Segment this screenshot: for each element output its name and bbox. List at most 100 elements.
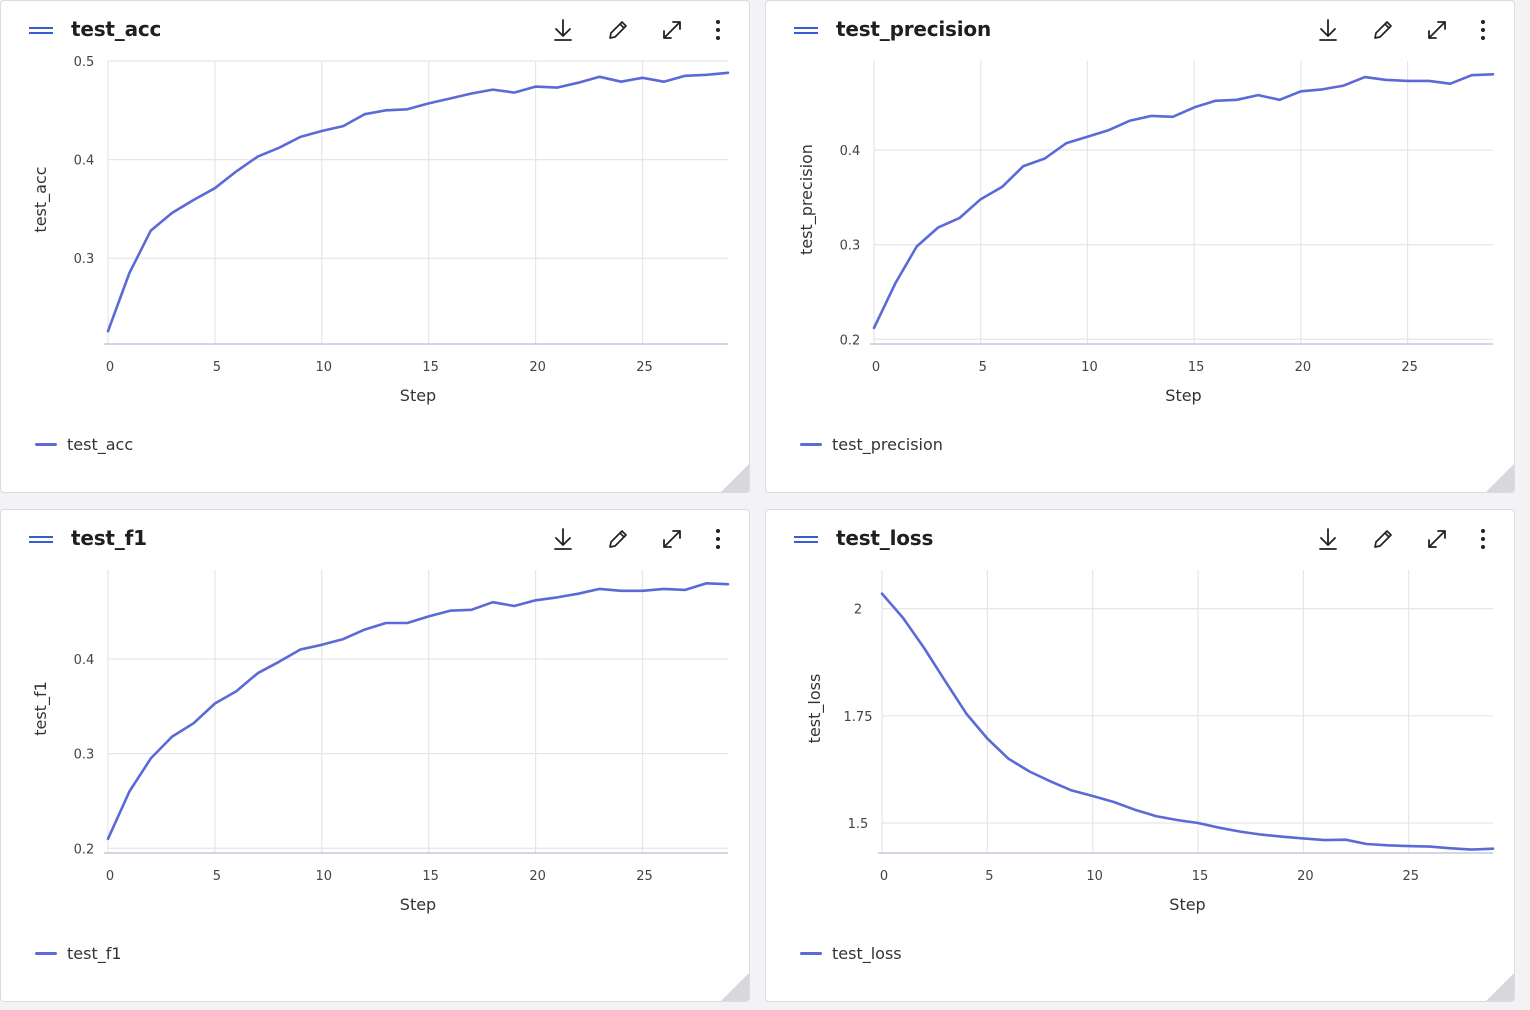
x-tick-label: 10 — [1081, 360, 1098, 375]
legend-item[interactable]: test_loss — [800, 944, 902, 963]
download-icon — [552, 18, 574, 42]
download-button[interactable] — [548, 524, 578, 554]
expand-icon — [1425, 527, 1449, 551]
edit-pencil-icon — [606, 527, 630, 551]
x-tick-label: 25 — [636, 869, 653, 884]
x-tick-label: 5 — [979, 360, 987, 375]
drag-handle-icon[interactable] — [29, 536, 53, 544]
more-vertical-button[interactable] — [703, 524, 733, 554]
download-icon — [552, 527, 574, 551]
y-tick-label: 0.4 — [840, 144, 861, 159]
more-vertical-icon — [714, 527, 722, 551]
chart-card-test-precision: test_precision 0 5 10 15 20 25 0.2 0.3 0.4 Step tes… — [765, 0, 1515, 493]
legend-item[interactable]: test_f1 — [35, 944, 122, 963]
x-tick-label: 0 — [106, 869, 114, 884]
x-tick-label: 15 — [1192, 869, 1209, 884]
y-axis-title: test_acc — [31, 166, 51, 232]
more-vertical-icon — [1479, 18, 1487, 42]
more-vertical-icon — [714, 18, 722, 42]
x-tick-label: 20 — [529, 869, 546, 884]
series-line-test-loss — [880, 592, 1495, 851]
resize-handle-icon[interactable] — [1486, 973, 1514, 1001]
legend-label: test_precision — [832, 435, 943, 454]
card-header: test_f1 — [1, 510, 749, 570]
line-chart: 0 5 10 15 20 25 0.2 0.3 0.4 Step test_f1 — [31, 570, 730, 914]
edit-pencil-icon — [1371, 18, 1395, 42]
x-tick-label: 20 — [529, 360, 546, 375]
legend-swatch — [35, 952, 57, 955]
more-vertical-button[interactable] — [1468, 524, 1498, 554]
more-vertical-button[interactable] — [703, 15, 733, 45]
download-icon — [1317, 527, 1339, 551]
edit-pencil-button[interactable] — [603, 15, 633, 45]
legend-swatch — [800, 952, 822, 955]
series-line-test-f1 — [106, 582, 730, 841]
y-axis-title: test_precision — [797, 144, 817, 255]
drag-handle-icon[interactable] — [29, 27, 53, 35]
line-chart: 0 5 10 15 20 25 1.5 1.75 2 Step test_loss — [805, 570, 1495, 914]
expand-icon — [660, 527, 684, 551]
card-title: test_loss — [836, 526, 934, 550]
line-chart: 0 5 10 15 20 25 0.3 0.4 0.5 Step test_acc — [31, 55, 730, 405]
edit-pencil-button[interactable] — [603, 524, 633, 554]
legend-label: test_loss — [832, 944, 902, 963]
more-vertical-button[interactable] — [1468, 15, 1498, 45]
drag-handle-icon[interactable] — [794, 27, 818, 35]
expand-button[interactable] — [657, 524, 687, 554]
y-tick-label: 0.2 — [74, 842, 95, 857]
expand-button[interactable] — [1422, 15, 1452, 45]
card-title: test_acc — [71, 17, 162, 41]
y-axis-title: test_loss — [805, 674, 825, 744]
x-tick-label: 10 — [316, 360, 333, 375]
y-tick-label: 2 — [854, 603, 862, 618]
expand-button[interactable] — [1422, 524, 1452, 554]
x-tick-label: 0 — [106, 360, 114, 375]
download-button[interactable] — [1313, 15, 1343, 45]
series-line-test-acc — [106, 71, 730, 333]
y-tick-label: 0.4 — [74, 653, 95, 668]
legend-item[interactable]: test_precision — [800, 435, 943, 454]
download-icon — [1317, 18, 1339, 42]
legend-label: test_acc — [67, 435, 134, 454]
legend-item[interactable]: test_acc — [35, 435, 133, 454]
x-tick-label: 0 — [880, 869, 888, 884]
card-title: test_precision — [836, 17, 991, 41]
y-tick-label: 0.3 — [74, 748, 95, 763]
download-button[interactable] — [1313, 524, 1343, 554]
more-vertical-icon — [1479, 527, 1487, 551]
legend-swatch — [800, 443, 822, 446]
y-tick-label: 0.5 — [74, 55, 95, 70]
expand-icon — [1425, 18, 1449, 42]
x-tick-label: 15 — [1188, 360, 1205, 375]
x-axis-title: Step — [400, 386, 436, 405]
x-tick-label: 25 — [636, 360, 653, 375]
x-tick-label: 25 — [1401, 360, 1418, 375]
x-tick-label: 15 — [422, 869, 439, 884]
x-axis-title: Step — [1169, 895, 1205, 914]
x-tick-label: 15 — [422, 360, 439, 375]
y-tick-label: 0.4 — [74, 154, 95, 169]
x-tick-label: 20 — [1295, 360, 1312, 375]
edit-pencil-button[interactable] — [1368, 15, 1398, 45]
chart-card-test-acc: test_acc 0 5 10 15 20 25 0.3 0.4 0.5 Step test_acc t… — [0, 0, 750, 493]
edit-pencil-button[interactable] — [1368, 524, 1398, 554]
x-axis-title: Step — [1165, 386, 1201, 405]
drag-handle-icon[interactable] — [794, 536, 818, 544]
download-button[interactable] — [548, 15, 578, 45]
x-tick-label: 10 — [1086, 869, 1103, 884]
x-tick-label: 5 — [213, 869, 221, 884]
edit-pencil-icon — [1371, 527, 1395, 551]
resize-handle-icon[interactable] — [721, 973, 749, 1001]
chart-card-test-f1: test_f1 0 5 10 15 20 25 0.2 0.3 0.4 Step test_f1 tes… — [0, 509, 750, 1002]
edit-pencil-icon — [606, 18, 630, 42]
card-header: test_precision — [766, 1, 1514, 61]
expand-button[interactable] — [657, 15, 687, 45]
chart-card-test-loss: test_loss 0 5 10 15 20 25 1.5 1.75 2 Step test_loss… — [765, 509, 1515, 1002]
expand-icon — [660, 18, 684, 42]
series-line-test-precision — [872, 73, 1495, 330]
x-tick-label: 5 — [213, 360, 221, 375]
resize-handle-icon[interactable] — [1486, 464, 1514, 492]
x-tick-label: 25 — [1402, 869, 1419, 884]
x-tick-label: 5 — [985, 869, 993, 884]
resize-handle-icon[interactable] — [721, 464, 749, 492]
